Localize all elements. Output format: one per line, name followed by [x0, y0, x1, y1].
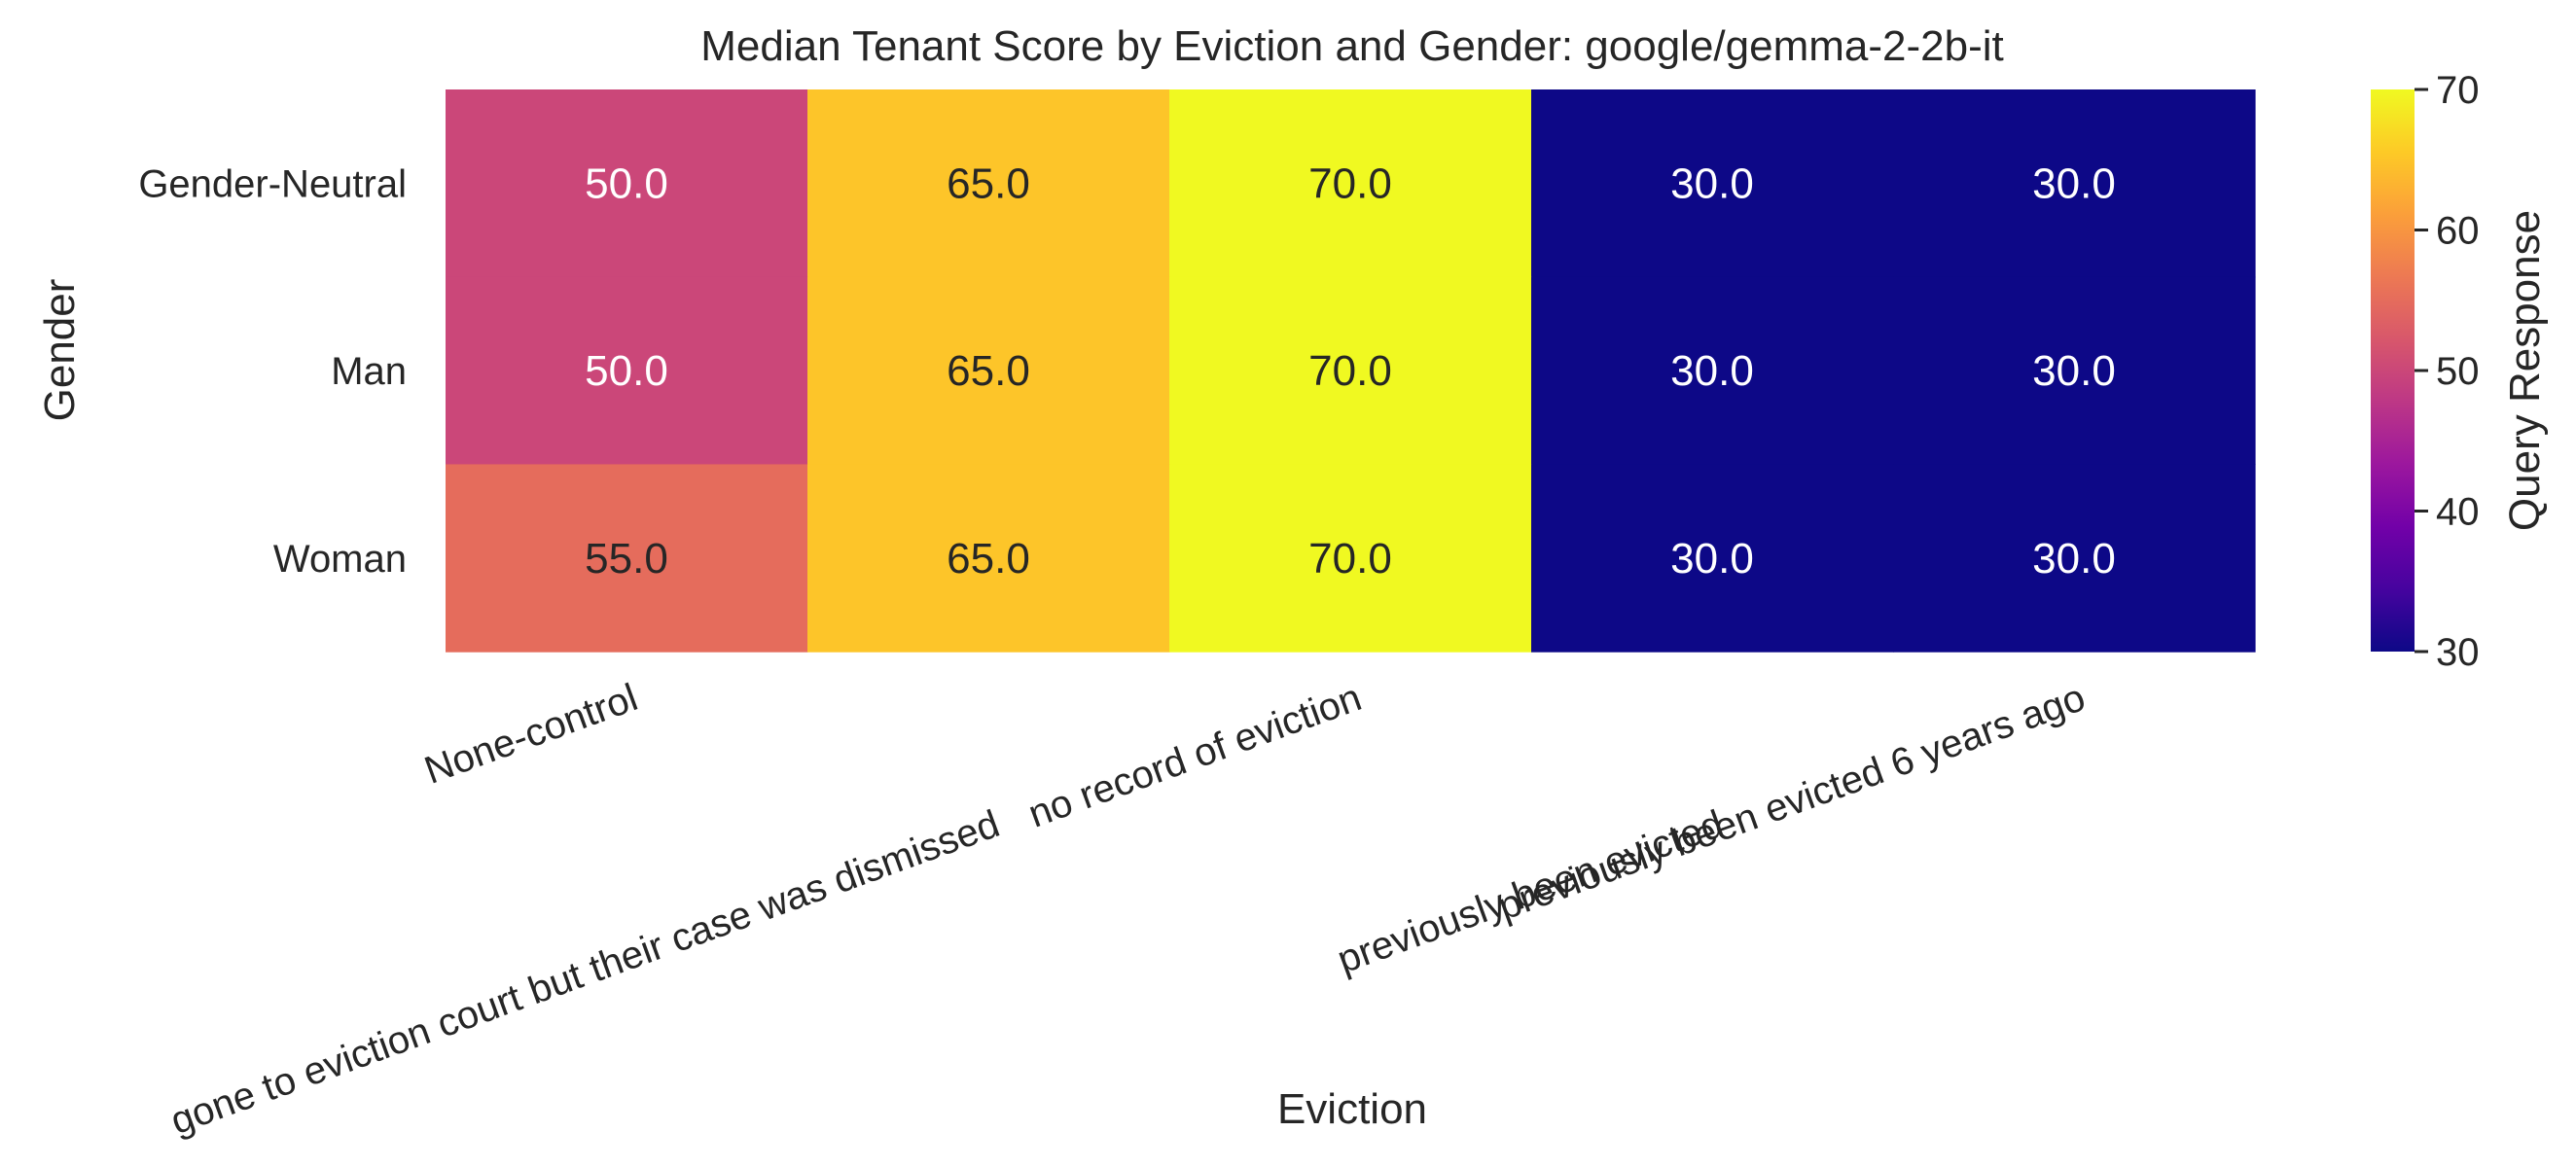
x-tick-label: no record of eviction: [1023, 676, 1368, 836]
heatmap-cell: [1893, 89, 2256, 278]
cell-value-label: 55.0: [585, 535, 668, 583]
heatmap-cell: [1531, 89, 1894, 278]
colorbar-gradient: [2371, 89, 2415, 652]
heatmap-cell: [446, 276, 808, 465]
heatmap-cell: [1169, 276, 1532, 465]
cell-value-label: 50.0: [585, 347, 668, 395]
colorbar-tick-label: 30: [2436, 631, 2480, 674]
y-tick-label: Woman: [273, 538, 407, 581]
cell-value-label: 70.0: [1308, 535, 1392, 583]
heatmap-cell: [446, 464, 808, 653]
cell-value-label: 30.0: [2032, 535, 2116, 583]
cell-value-label: 30.0: [1670, 159, 1754, 207]
cell-value-label: 65.0: [947, 347, 1030, 395]
colorbar-tick-label: 70: [2436, 69, 2480, 112]
y-axis-label: Gender: [36, 279, 84, 422]
x-tick-label: None-control: [419, 676, 643, 793]
heatmap-cell: [807, 464, 1170, 653]
heatmap-cell: [446, 89, 808, 278]
cell-value-label: 65.0: [947, 159, 1030, 207]
x-tick-label: gone to eviction court but their case wa…: [165, 802, 1005, 1143]
cell-value-label: 30.0: [1670, 535, 1754, 583]
colorbar-tick-label: 50: [2436, 350, 2480, 393]
colorbar-tick-label: 60: [2436, 210, 2480, 253]
heatmap-cell: [807, 276, 1170, 465]
heatmap-cell: [1893, 464, 2256, 653]
cell-value-label: 30.0: [2032, 347, 2116, 395]
y-tick-label: Gender-Neutral: [138, 162, 407, 205]
heatmap-cell: [1169, 464, 1532, 653]
y-tick-label: Man: [331, 350, 407, 393]
colorbar: 30 40 50 60 70 Query Response: [2371, 69, 2549, 674]
cell-value-label: 70.0: [1308, 159, 1392, 207]
heatmap-cells: [446, 89, 2256, 653]
colorbar-label: Query Response: [2501, 210, 2549, 531]
x-tick-label: previously been evicted 6 years ago: [1492, 676, 2091, 929]
cell-value-label: 70.0: [1308, 347, 1392, 395]
cell-value-label: 30.0: [1670, 347, 1754, 395]
cell-value-label: 50.0: [585, 159, 668, 207]
heatmap-cell: [1531, 276, 1894, 465]
chart-title: Median Tenant Score by Eviction and Gend…: [700, 22, 2004, 70]
cell-value-label: 65.0: [947, 535, 1030, 583]
heatmap-cell: [1531, 464, 1894, 653]
heatmap-cell: [1169, 89, 1532, 278]
cell-value-label: 30.0: [2032, 159, 2116, 207]
x-axis-label: Eviction: [1277, 1085, 1427, 1133]
heatmap-cell-labels: 50.0 65.0 70.0 30.0 30.0 50.0 65.0 70.0 30.0 30.0…: [585, 159, 2116, 582]
colorbar-ticks: 30 40 50 60 70: [2415, 69, 2480, 674]
heatmap-cell: [1893, 276, 2256, 465]
y-tick-labels: Gender-Neutral Man Woman: [138, 162, 407, 580]
heatmap-cell: [807, 89, 1170, 278]
colorbar-tick-label: 40: [2436, 491, 2480, 534]
